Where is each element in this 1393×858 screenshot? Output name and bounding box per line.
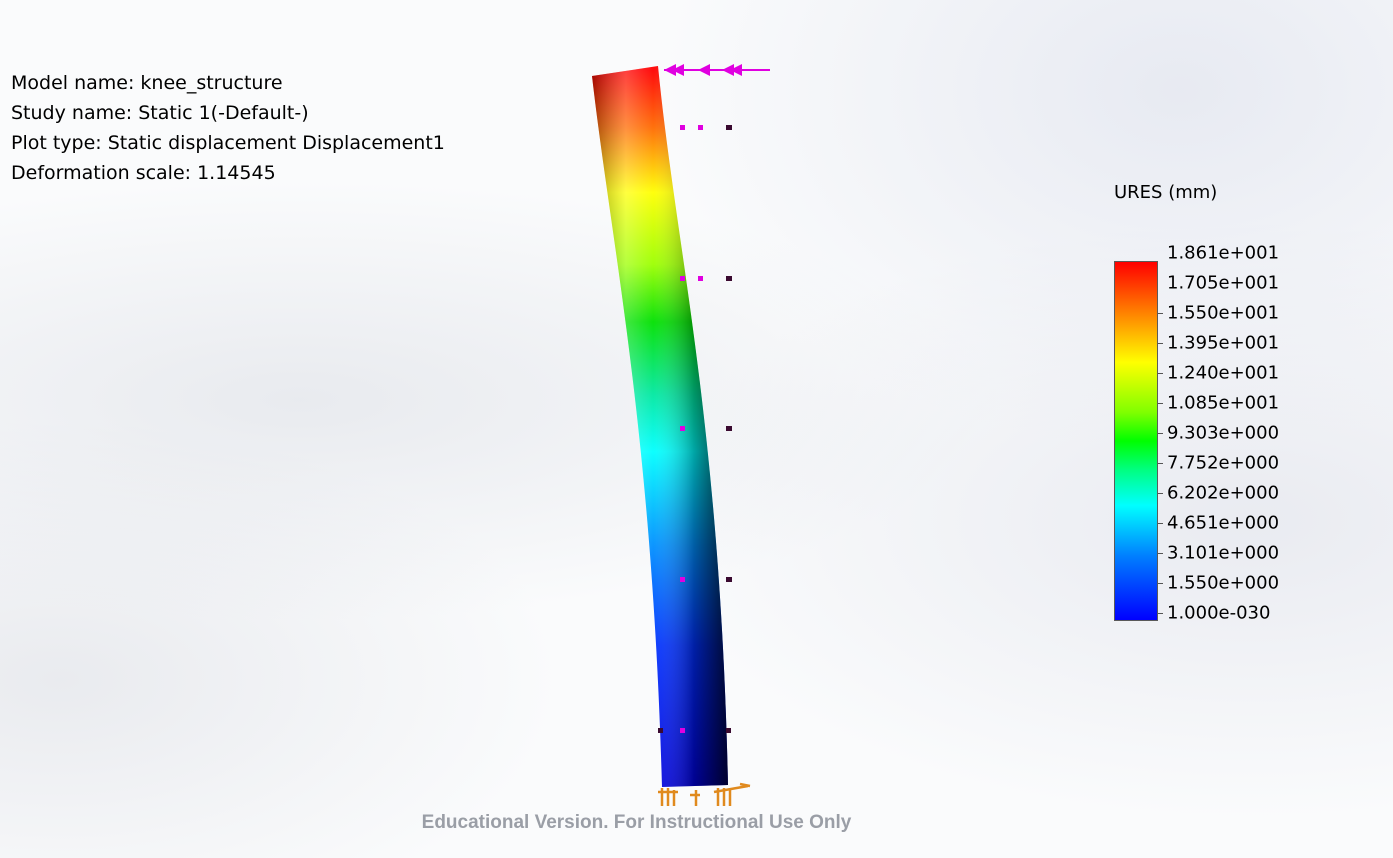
legend-label: 1.550e+000 (1167, 572, 1280, 594)
legend-label: 6.202e+000 (1167, 482, 1280, 504)
legend-tick (1158, 343, 1163, 344)
legend-label: 1.000e-030 (1167, 602, 1271, 624)
study-info-panel: Model name: knee_structure Study name: S… (11, 68, 445, 188)
legend-tick (1158, 313, 1163, 314)
legend-label: 1.861e+001 (1167, 242, 1280, 264)
legend-color-bar (1114, 261, 1158, 621)
model-name-label: Model name: knee_structure (11, 72, 283, 94)
legend-tick (1158, 463, 1163, 464)
legend-tick (1158, 373, 1163, 374)
legend-label: 1.550e+001 (1167, 302, 1280, 324)
legend-label: 1.705e+001 (1167, 272, 1280, 294)
legend-tick (1158, 613, 1163, 614)
legend-tick (1158, 523, 1163, 524)
plot-type-label: Plot type: Static displacement Displacem… (11, 132, 445, 154)
legend-tick (1158, 583, 1163, 584)
deformation-scale-label: Deformation scale: 1.14545 (11, 162, 276, 184)
legend-label: 1.240e+001 (1167, 362, 1280, 384)
deformed-beam[interactable] (592, 66, 728, 787)
fixture-icon[interactable] (658, 782, 751, 806)
legend-tick (1158, 433, 1163, 434)
legend-label: 3.101e+000 (1167, 542, 1280, 564)
study-name-label: Study name: Static 1(-Default-) (11, 102, 309, 124)
legend-label: 1.085e+001 (1167, 392, 1280, 414)
color-legend[interactable]: URES (mm) 1.861e+001 1.705e+001 1.550e+001… (1100, 178, 1360, 628)
legend-tick (1158, 553, 1163, 554)
legend-tick (1158, 493, 1163, 494)
legend-ticks (1158, 261, 1166, 621)
load-arrow-icon[interactable] (664, 64, 770, 76)
legend-label: 7.752e+000 (1167, 452, 1280, 474)
educational-watermark: Educational Version. For Instructional U… (421, 812, 852, 833)
legend-label: 4.651e+000 (1167, 512, 1280, 534)
legend-label: 1.395e+001 (1167, 332, 1280, 354)
legend-title: URES (mm) (1114, 182, 1218, 203)
legend-tick (1158, 403, 1163, 404)
legend-label: 9.303e+000 (1167, 422, 1280, 444)
marker-dots (658, 125, 732, 733)
